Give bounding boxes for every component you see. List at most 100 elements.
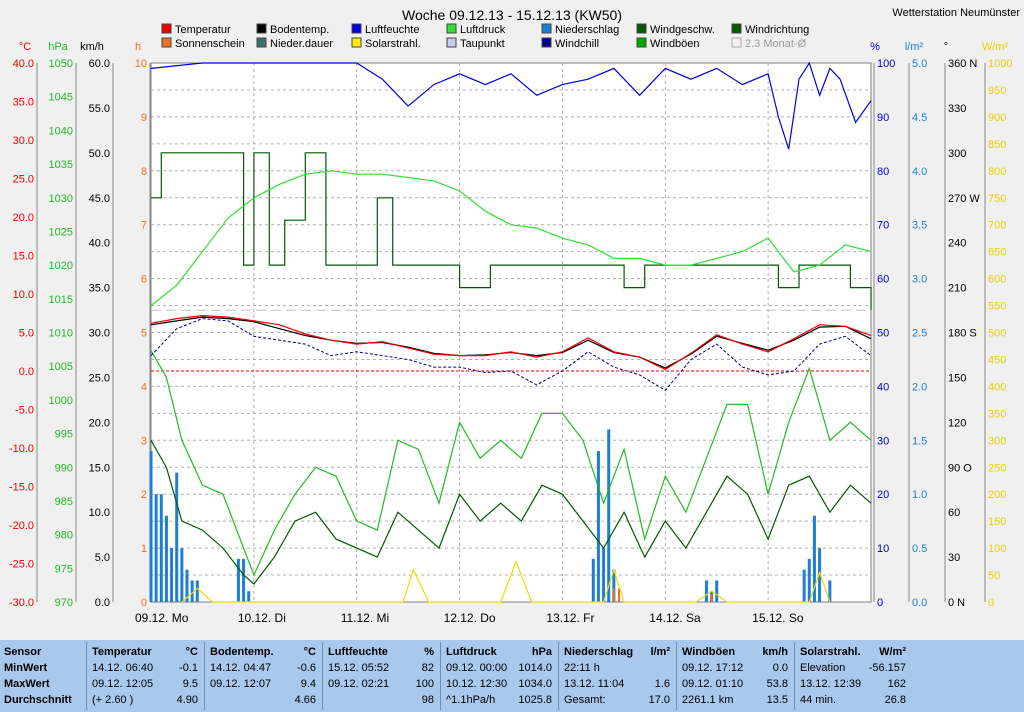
axis-tick-label: 0.0 — [912, 597, 927, 609]
series-windben — [150, 350, 872, 577]
axis-tick-label: -5.0 — [15, 405, 34, 417]
rain-bar — [180, 548, 184, 602]
axis-tick-label: 1.0 — [912, 489, 927, 501]
table-row: 09.12. 17:12 0.0 — [678, 660, 796, 676]
table-cell-value: 53.8 — [766, 678, 788, 690]
table-cell-value: 100 — [415, 678, 434, 690]
table-separator — [794, 642, 795, 710]
sunshine-bar — [710, 593, 713, 602]
table-column: Windböen km/h 09.12. 17:12 0.0 09.12. 01:10 5… — [678, 644, 796, 710]
table-separator — [558, 642, 559, 710]
axis-tick-label: 30 — [877, 435, 889, 447]
table-cell: 09.12. 12:07 — [210, 678, 272, 690]
table-row: 09.12. 12:07 9.4 — [206, 676, 324, 692]
axis-tick-label: 15.0 — [13, 251, 34, 263]
series-luftfeuchte — [150, 61, 872, 150]
legend-swatch — [636, 37, 647, 48]
rain-bar — [715, 580, 719, 602]
axis-tick-label: 1030 — [49, 193, 73, 205]
sunshine-bar — [618, 588, 620, 602]
axis-tick-label: 60.0 — [89, 58, 110, 70]
table-cell-value: 98 — [421, 694, 434, 706]
axis-tick-label: 70 — [877, 220, 889, 232]
series-windgeschw — [150, 440, 872, 585]
axis-tick-label: 270 W — [948, 193, 980, 205]
axis-tick-label: 8 — [141, 166, 147, 178]
table-cell-value: 4.90 — [176, 694, 198, 706]
axis-unit: l/m² — [905, 41, 924, 53]
table-separator — [322, 642, 323, 710]
axis-tick-label: 330 — [948, 103, 966, 115]
legend-label: Windrichtung — [745, 24, 809, 36]
axis-tick-label: 4.5 — [912, 112, 927, 124]
axis-tick-label: -10.0 — [9, 443, 34, 455]
table-cell-value: -56.157 — [868, 662, 906, 674]
axis-tick-label: 50 — [877, 328, 889, 340]
table-cell-value: 17.0 — [648, 694, 670, 706]
axis-tick-label: 40 — [877, 381, 889, 393]
legend-swatch — [351, 37, 362, 48]
table-row: 13.12. 12:39 162 — [796, 676, 914, 692]
axis-tick-label: 1045 — [49, 92, 73, 104]
axis-tick-label: 0 — [141, 597, 147, 609]
table-column: Luftdruck hPa 09.12. 00:00 1014.0 10.12. 12:… — [442, 644, 560, 710]
rain-bar — [602, 548, 606, 602]
table-cell: 09.12. 02:21 — [328, 678, 390, 690]
rain-bar — [807, 558, 811, 602]
table-cell-value: 1014.0 — [518, 662, 552, 674]
series-luftdruck — [150, 170, 872, 307]
sunshine-bar — [612, 588, 615, 602]
rain-bar — [818, 548, 822, 602]
axis-tick-label: 650 — [988, 247, 1006, 259]
rain-bar — [195, 580, 199, 602]
rain-bar — [828, 580, 832, 602]
rain-bar — [591, 558, 595, 602]
axis-tick-label: 40.0 — [89, 238, 110, 250]
x-tick-label: 14.12. Sa — [649, 611, 701, 625]
table-cell-value: l/m² — [650, 646, 670, 658]
table-cell-value: -0.1 — [179, 662, 198, 674]
axis-tick-label: 1035 — [49, 159, 73, 171]
axis-tick-label: 400 — [988, 381, 1006, 393]
table-cell-value: 0.0 — [772, 662, 788, 674]
table-cell-value: 82 — [421, 662, 434, 674]
legend-label: Luftdruck — [460, 24, 506, 36]
axis-tick-label: 15.0 — [89, 462, 110, 474]
rain-bar — [247, 591, 251, 602]
table-row: 09.12. 01:10 53.8 — [678, 676, 796, 692]
legend-label: Windchill — [555, 38, 599, 50]
table-cell-value: 1034.0 — [518, 678, 552, 690]
axis-tick-label: 4 — [141, 381, 147, 393]
x-tick-label: 11.12. Mi — [341, 611, 389, 625]
table-cell: 09.12. 00:00 — [446, 662, 508, 674]
table-cell-value: -0.6 — [297, 662, 316, 674]
table-row: 4.66 — [206, 692, 324, 708]
legend-label: Luftfeuchte — [365, 24, 419, 36]
rain-bar — [185, 569, 189, 602]
table-cell: ^1.1hPa/h — [446, 694, 496, 706]
table-cell: Durchschnitt — [4, 694, 72, 706]
axis-tick-label: 240 — [948, 238, 966, 250]
table-cell: (+ 2.60 ) — [92, 694, 134, 706]
legend-label: Solarstrahl. — [365, 38, 421, 50]
table-cell: Gesamt: — [564, 694, 606, 706]
axis-tick-label: 10.0 — [13, 289, 34, 301]
legend-swatch — [161, 23, 172, 34]
legend-swatch — [446, 37, 457, 48]
table-row: 15.12. 05:52 82 — [324, 660, 442, 676]
table-cell: 09.12. 01:10 — [682, 678, 744, 690]
table-separator — [676, 642, 677, 710]
table-header: Luftdruck hPa — [442, 644, 560, 660]
axis-tick-label: 0.0 — [19, 366, 34, 378]
table-cell: MaxWert — [4, 678, 50, 690]
table-separator — [204, 642, 205, 710]
table-separator — [86, 642, 87, 710]
axis-tick-label: 10 — [135, 58, 147, 70]
table-header: Niederschlag l/m² — [560, 644, 678, 660]
legend-label: Niederschlag — [555, 24, 619, 36]
legend-label: Bodentemp. — [270, 24, 329, 36]
legend-label: Nieder.dauer — [270, 38, 333, 50]
axis-tick-label: 450 — [988, 354, 1006, 366]
rain-bar — [612, 569, 616, 602]
axis-tick-label: 40.0 — [13, 58, 34, 70]
